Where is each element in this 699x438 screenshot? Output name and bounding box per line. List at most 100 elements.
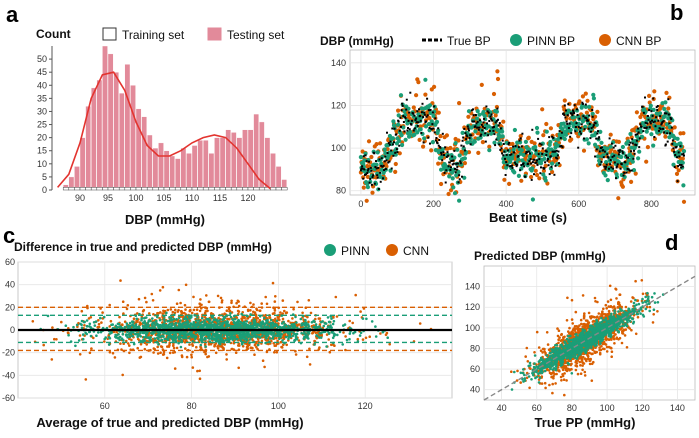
cnn-bp-point [394, 162, 398, 166]
true-bp-point [564, 116, 566, 118]
pinn-difference-point [100, 331, 103, 334]
pinn-bp-point [400, 133, 404, 137]
pinn-difference-point [318, 336, 321, 339]
cnn-bp-point [577, 99, 581, 103]
pinn-difference-point [220, 327, 223, 330]
pinn-difference-point [224, 316, 227, 319]
pinn-difference-point [282, 326, 285, 329]
timeseries-y-tick-label: 80 [336, 186, 346, 196]
testing-set-bar [270, 153, 275, 190]
cnn-difference-point [237, 367, 240, 370]
pinn-difference-point [200, 344, 203, 347]
pinn-bp-point [604, 160, 608, 164]
cnn-difference-point [249, 309, 252, 312]
training-set-bar [175, 187, 181, 190]
true-bp-point [577, 147, 579, 149]
true-bp-point [570, 132, 572, 134]
pinn-difference-point [349, 332, 352, 335]
true-bp-point [674, 166, 676, 168]
true-bp-point [618, 153, 620, 155]
cnn-difference-point [226, 318, 229, 321]
pinn-bp-point [458, 153, 462, 157]
cnn-difference-point [388, 343, 391, 346]
true-bp-point [627, 157, 629, 159]
pinn-difference-point [328, 332, 331, 335]
pinn-difference-point [169, 332, 172, 335]
cnn-difference-point [276, 351, 279, 354]
true-bp-point [467, 128, 469, 130]
cnn-bp-point [563, 98, 567, 102]
pinn-bp-point [391, 136, 395, 140]
true-bp-point [385, 168, 387, 170]
pinn-bp-point [487, 148, 491, 152]
cnn-difference-point [379, 332, 382, 335]
pinn-difference-point [80, 324, 83, 327]
pinn-bp-point [408, 130, 412, 134]
cnn-difference-point [231, 321, 234, 324]
true-bp-point [485, 106, 487, 108]
pinn-difference-point [227, 325, 230, 328]
cnn-bp-point [378, 141, 382, 145]
pinn-difference-point [131, 320, 134, 323]
cnn-bp-point [481, 140, 485, 144]
testing-set-bar [74, 166, 79, 190]
true-bp-point [491, 114, 493, 116]
testing-set-bar [214, 138, 219, 190]
true-bp-point [518, 146, 520, 148]
cnn-difference-point [266, 303, 269, 306]
cnn-difference-point [156, 346, 159, 349]
cnn-bp-point [647, 94, 651, 98]
pinn-difference-point [248, 326, 251, 329]
true-bp-point [504, 158, 506, 160]
cnn-difference-point [180, 310, 183, 313]
testing-set-bar [237, 138, 242, 190]
true-bp-point [667, 98, 669, 100]
true-bp-point [512, 146, 514, 148]
pinn-difference-point [251, 325, 254, 328]
pinn-difference-point [226, 321, 229, 324]
cnn-bp-point [416, 80, 420, 84]
cnn-difference-point [249, 302, 252, 305]
cnn-difference-point [185, 284, 188, 287]
true-bp-point [484, 127, 486, 129]
true-bp-point [481, 129, 483, 131]
histogram-x-tick-label: 120 [240, 193, 255, 203]
true-bp-point [619, 151, 621, 153]
panel-letter-b: b [670, 0, 683, 25]
cnn-bp-point [429, 148, 433, 152]
true-bp-point [638, 131, 640, 133]
true-bp-point [666, 132, 668, 134]
pinn-difference-point [239, 337, 242, 340]
legend-pinn-bp-marker [510, 34, 522, 46]
true-bp-point [581, 123, 583, 125]
pinn-difference-point [303, 337, 306, 340]
cnn-bp-point [510, 142, 514, 146]
true-bp-point [550, 155, 552, 157]
training-set-bar [276, 187, 282, 190]
true-bp-point [369, 178, 371, 180]
true-bp-point [551, 166, 553, 168]
cnn-bp-point [666, 106, 670, 110]
true-bp-point [386, 132, 388, 134]
correlation-x-tick-label: 120 [635, 403, 650, 413]
pinn-bp-point [545, 130, 549, 134]
true-bp-point [663, 131, 665, 133]
true-bp-point [380, 181, 382, 183]
true-bp-point [399, 130, 401, 132]
pinn-bp-point [454, 141, 458, 145]
histogram-y-tick-label: 45 [37, 67, 47, 77]
true-bp-point [623, 175, 625, 177]
true-bp-point [520, 137, 522, 139]
cnn-difference-point [310, 312, 313, 315]
cnn-difference-point [257, 317, 260, 320]
cnn-difference-point [127, 304, 130, 307]
cnn-bp-point [664, 91, 668, 95]
true-bp-point [635, 134, 637, 136]
true-bp-point [639, 123, 641, 125]
true-bp-point [387, 152, 389, 154]
training-set-bar [242, 187, 248, 190]
true-bp-point [625, 172, 627, 174]
timeseries-x-tick-label: 800 [644, 199, 659, 209]
cnn-bp-point [393, 170, 397, 174]
